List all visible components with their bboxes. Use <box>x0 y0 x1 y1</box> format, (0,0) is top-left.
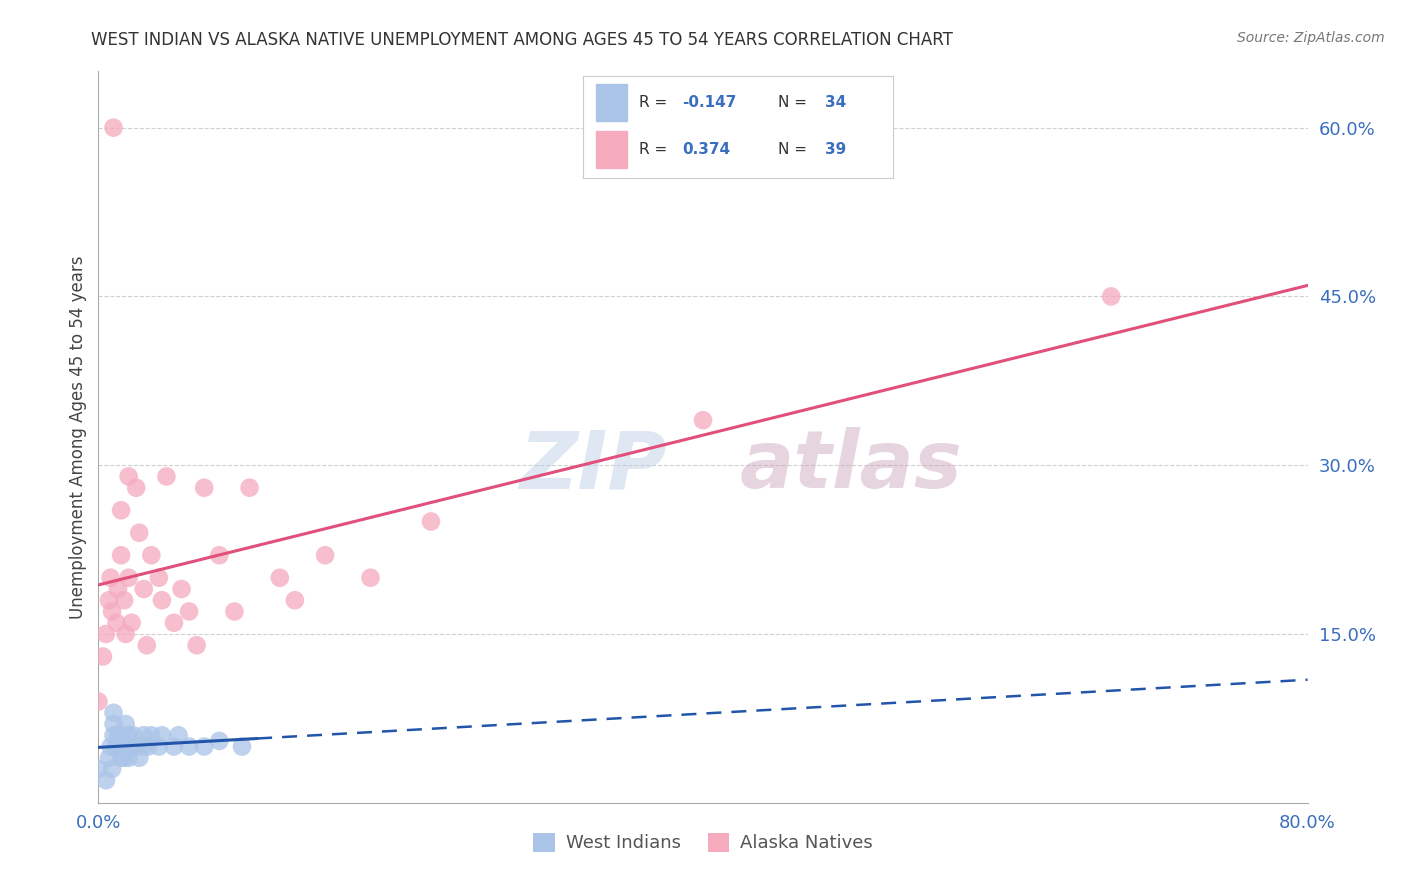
Point <box>231 739 253 754</box>
Point <box>103 728 125 742</box>
Point <box>269 571 291 585</box>
Point <box>163 615 186 630</box>
Point <box>193 739 215 754</box>
Point <box>105 739 128 754</box>
Point <box>107 728 129 742</box>
Point <box>98 593 121 607</box>
Point <box>1099 289 1122 303</box>
Point <box>141 548 163 562</box>
Point <box>132 582 155 596</box>
Point <box>103 120 125 135</box>
Point <box>100 739 122 754</box>
Text: R =: R = <box>640 142 672 157</box>
Point <box>132 739 155 754</box>
Point <box>100 571 122 585</box>
Point <box>94 627 117 641</box>
Point <box>224 605 246 619</box>
Point <box>170 582 193 596</box>
Text: N =: N = <box>779 95 813 110</box>
Text: atlas: atlas <box>740 427 962 506</box>
Point <box>239 481 262 495</box>
Point <box>150 728 173 742</box>
Text: 0.374: 0.374 <box>682 142 731 157</box>
Point <box>105 615 128 630</box>
Point <box>148 739 170 754</box>
Bar <box>596 84 627 121</box>
Point <box>179 605 201 619</box>
Point <box>121 739 143 754</box>
Point <box>692 413 714 427</box>
Point <box>94 773 117 788</box>
Point <box>110 739 132 754</box>
Point <box>101 605 124 619</box>
Text: R =: R = <box>640 95 672 110</box>
Point <box>112 751 135 765</box>
Point <box>118 469 141 483</box>
Text: WEST INDIAN VS ALASKA NATIVE UNEMPLOYMENT AMONG AGES 45 TO 54 YEARS CORRELATION : WEST INDIAN VS ALASKA NATIVE UNEMPLOYMEN… <box>91 31 953 49</box>
Point <box>103 717 125 731</box>
Point <box>87 694 110 708</box>
Point <box>167 728 190 742</box>
Point <box>360 571 382 585</box>
Point <box>118 571 141 585</box>
Point <box>122 728 145 742</box>
Point <box>128 525 150 540</box>
Text: 34: 34 <box>825 95 846 110</box>
Point <box>179 739 201 754</box>
Point <box>148 571 170 585</box>
Point <box>91 649 114 664</box>
Point <box>163 739 186 754</box>
Text: N =: N = <box>779 142 813 157</box>
Point <box>132 728 155 742</box>
Bar <box>596 131 627 168</box>
Point <box>110 503 132 517</box>
Point <box>112 593 135 607</box>
Point <box>114 627 136 641</box>
Point <box>208 548 231 562</box>
Point <box>125 481 148 495</box>
Point <box>110 728 132 742</box>
Point <box>101 762 124 776</box>
Y-axis label: Unemployment Among Ages 45 to 54 years: Unemployment Among Ages 45 to 54 years <box>69 255 87 619</box>
Point <box>314 548 336 562</box>
Point <box>208 734 231 748</box>
Point <box>110 548 132 562</box>
Point <box>186 638 208 652</box>
Point <box>150 593 173 607</box>
Point <box>125 739 148 754</box>
Point <box>121 615 143 630</box>
Text: -0.147: -0.147 <box>682 95 737 110</box>
Point <box>110 751 132 765</box>
Point <box>155 469 177 483</box>
Point <box>103 706 125 720</box>
Point <box>118 728 141 742</box>
Point <box>284 593 307 607</box>
Point <box>87 762 110 776</box>
Text: Source: ZipAtlas.com: Source: ZipAtlas.com <box>1237 31 1385 45</box>
Point <box>107 582 129 596</box>
Legend: West Indians, Alaska Natives: West Indians, Alaska Natives <box>526 826 880 860</box>
Point <box>128 751 150 765</box>
Point <box>118 751 141 765</box>
Point <box>141 728 163 742</box>
Point <box>114 739 136 754</box>
Point <box>420 515 443 529</box>
Point <box>114 717 136 731</box>
Point <box>136 739 159 754</box>
Point <box>193 481 215 495</box>
Text: ZIP: ZIP <box>519 427 666 506</box>
Point <box>98 751 121 765</box>
Point <box>135 638 157 652</box>
Text: 39: 39 <box>825 142 846 157</box>
